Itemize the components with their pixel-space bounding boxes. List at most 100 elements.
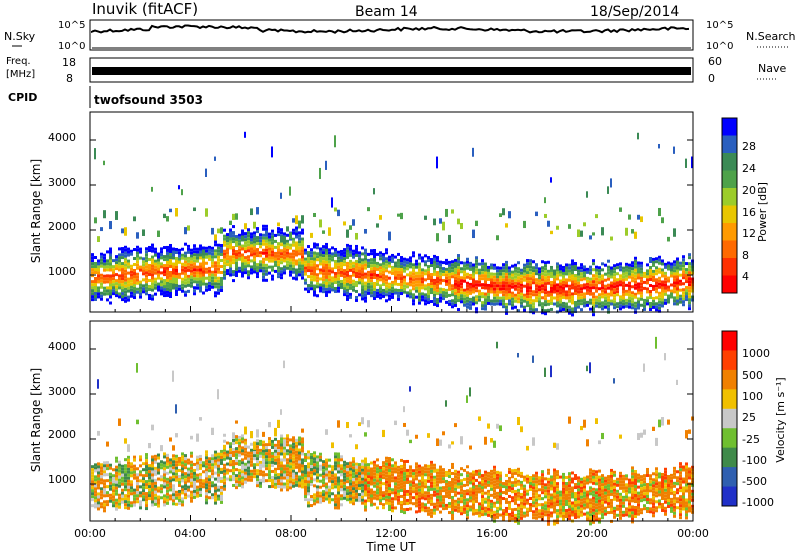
heat-cell bbox=[505, 272, 508, 276]
heat-cell bbox=[556, 271, 559, 275]
heat-cell bbox=[223, 249, 226, 253]
heat-cell bbox=[199, 417, 202, 421]
heat-cell bbox=[202, 464, 205, 468]
heat-cell bbox=[118, 283, 121, 287]
heat-cell bbox=[301, 249, 304, 253]
heat-cell bbox=[532, 275, 535, 279]
heat-cell bbox=[211, 457, 214, 461]
heat-cell bbox=[301, 228, 304, 232]
heat-cell bbox=[358, 266, 361, 270]
heat-cell bbox=[235, 213, 238, 220]
heat-cell bbox=[376, 267, 379, 271]
heat-cell bbox=[232, 279, 235, 283]
heat-cell bbox=[547, 281, 550, 285]
heat-cell bbox=[388, 294, 391, 298]
heat-cell bbox=[598, 302, 601, 306]
heat-cell bbox=[322, 493, 325, 497]
heat-cell bbox=[202, 255, 205, 259]
heat-cell bbox=[112, 498, 115, 502]
heat-cell bbox=[502, 485, 505, 489]
heat-cell bbox=[361, 459, 364, 463]
heat-cell bbox=[265, 224, 268, 228]
nsearch-tick-bottom: 10^0 bbox=[706, 41, 733, 52]
heat-cell bbox=[136, 497, 139, 501]
heat-cell bbox=[313, 469, 316, 473]
heat-cell bbox=[385, 492, 388, 496]
heat-cell bbox=[103, 277, 106, 281]
heat-cell bbox=[490, 487, 493, 491]
heat-cell bbox=[361, 495, 364, 499]
heat-cell bbox=[379, 475, 382, 479]
heat-cell bbox=[346, 252, 349, 256]
heat-cell bbox=[154, 265, 157, 269]
heat-cell bbox=[262, 464, 265, 468]
heat-cell bbox=[676, 287, 679, 291]
heat-cell bbox=[400, 485, 403, 489]
heat-cell bbox=[319, 485, 322, 489]
heat-cell bbox=[439, 275, 442, 279]
heat-cell bbox=[235, 480, 238, 484]
heat-cell bbox=[634, 265, 637, 269]
heat-cell bbox=[688, 277, 691, 281]
heat-cell bbox=[121, 473, 124, 477]
heat-cell bbox=[121, 247, 124, 251]
heat-cell bbox=[121, 467, 124, 471]
heat-cell bbox=[217, 452, 220, 456]
heat-cell bbox=[130, 471, 133, 475]
heat-cell bbox=[457, 290, 460, 294]
heat-cell bbox=[655, 272, 658, 276]
heat-cell bbox=[208, 287, 211, 291]
heat-cell bbox=[463, 270, 466, 274]
heat-cell bbox=[550, 280, 553, 284]
heat-cell bbox=[358, 260, 361, 264]
heat-cell bbox=[199, 244, 202, 248]
heat-cell bbox=[646, 287, 649, 291]
heat-cell bbox=[385, 459, 388, 463]
heat-cell bbox=[235, 486, 238, 490]
heat-cell bbox=[244, 268, 247, 272]
heat-cell bbox=[370, 491, 373, 495]
heat-cell bbox=[217, 264, 220, 268]
heat-cell bbox=[445, 258, 448, 262]
heat-cell bbox=[127, 479, 130, 483]
heat-cell bbox=[418, 265, 421, 269]
heat-cell bbox=[544, 197, 546, 204]
heat-cell bbox=[649, 305, 652, 309]
heat-cell bbox=[373, 272, 376, 276]
heat-cell bbox=[406, 291, 409, 295]
heat-cell bbox=[613, 270, 616, 274]
heat-cell bbox=[337, 458, 340, 462]
heat-cell bbox=[454, 487, 457, 491]
heat-cell bbox=[106, 485, 109, 489]
heat-cell bbox=[400, 482, 403, 486]
heat-cell bbox=[427, 497, 430, 501]
heat-cell bbox=[388, 508, 391, 512]
heat-cell bbox=[208, 475, 211, 479]
heat-cell bbox=[139, 458, 142, 462]
heat-cell bbox=[346, 495, 349, 499]
heat-cell bbox=[457, 257, 460, 261]
heat-cell bbox=[211, 496, 214, 500]
heat-cell bbox=[238, 251, 241, 255]
heat-cell bbox=[511, 514, 514, 518]
heat-cell bbox=[223, 270, 226, 274]
heat-cell bbox=[268, 461, 271, 465]
heat-cell bbox=[535, 278, 538, 282]
heat-cell bbox=[166, 465, 169, 469]
heat-cell bbox=[109, 247, 112, 251]
heat-cell bbox=[487, 268, 490, 272]
heat-cell bbox=[112, 486, 115, 490]
heat-cell bbox=[361, 462, 364, 466]
heat-cell bbox=[514, 293, 517, 297]
heat-cell bbox=[430, 508, 433, 512]
heat-cell bbox=[610, 266, 613, 270]
heat-cell bbox=[370, 488, 373, 492]
heat-cell bbox=[169, 476, 172, 480]
heat-cell bbox=[259, 472, 262, 476]
heat-cell bbox=[262, 452, 265, 456]
heat-cell bbox=[157, 456, 160, 460]
heat-cell bbox=[154, 262, 157, 266]
heat-cell bbox=[457, 470, 460, 474]
heat-cell bbox=[316, 285, 319, 289]
heat-cell bbox=[328, 494, 331, 498]
